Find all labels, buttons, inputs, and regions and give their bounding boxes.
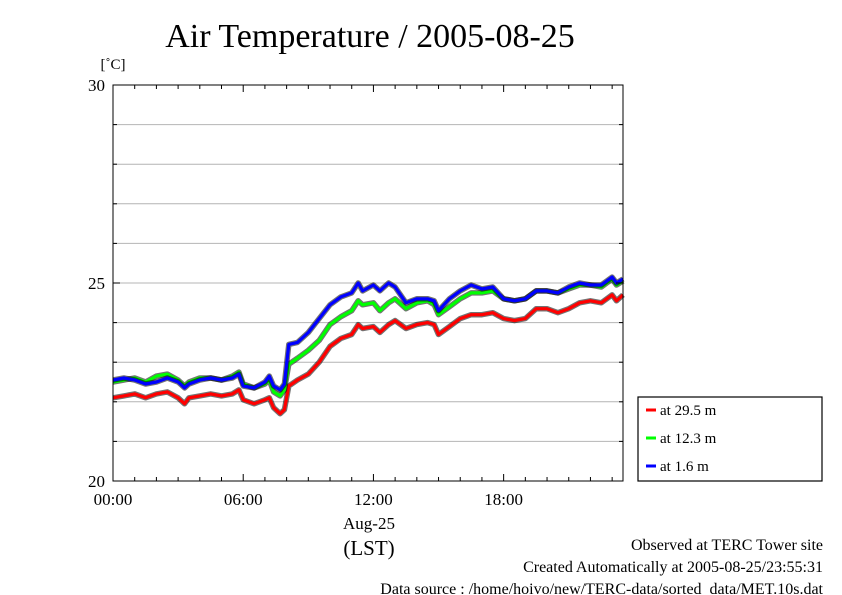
footer-created-text: Created Automatically at 2005-08-25/23:5… <box>523 559 823 576</box>
series-line-1 <box>112 293 625 416</box>
x-tick-label: 06:00 <box>224 490 263 509</box>
y-tick-label: 20 <box>88 472 105 491</box>
legend-label: at 29.5 m <box>660 403 717 419</box>
series-line-shadow <box>112 276 625 399</box>
y-tick-label: 25 <box>88 274 105 293</box>
series-line-3 <box>112 275 624 392</box>
y-tick-label: 30 <box>88 76 105 95</box>
footer-site-text: Observed at TERC Tower site <box>631 537 823 554</box>
x-axis-label: (LST) <box>343 536 394 560</box>
y-axis-unit-label: [˚C] <box>101 57 126 73</box>
series-group <box>112 274 625 417</box>
footer-source-text: Data source : /home/hoivo/new/TERC-data/… <box>380 581 823 595</box>
legend-label: at 12.3 m <box>660 431 717 447</box>
legend-box <box>637 396 823 482</box>
x-tick-label: 12:00 <box>354 490 393 509</box>
x-tick-label: 00:00 <box>94 490 133 509</box>
series-line-shadow <box>112 274 625 393</box>
series-line-shadow <box>112 292 625 417</box>
legend: at 29.5 m at 12.3 m at 1.6 m <box>637 396 823 482</box>
x-axis-date-label: Aug-25 <box>343 514 395 533</box>
series-line-2 <box>112 277 624 398</box>
x-tick-label: 18:00 <box>484 490 523 509</box>
x-axis-ticks: 00:00 06:00 12:00 18:00 <box>94 85 613 509</box>
y-axis-ticks: 30 25 20 <box>88 76 623 491</box>
grid-lines <box>113 124 623 442</box>
legend-label: at 1.6 m <box>660 459 709 475</box>
chart-title: Air Temperature / 2005-08-25 <box>165 18 575 55</box>
